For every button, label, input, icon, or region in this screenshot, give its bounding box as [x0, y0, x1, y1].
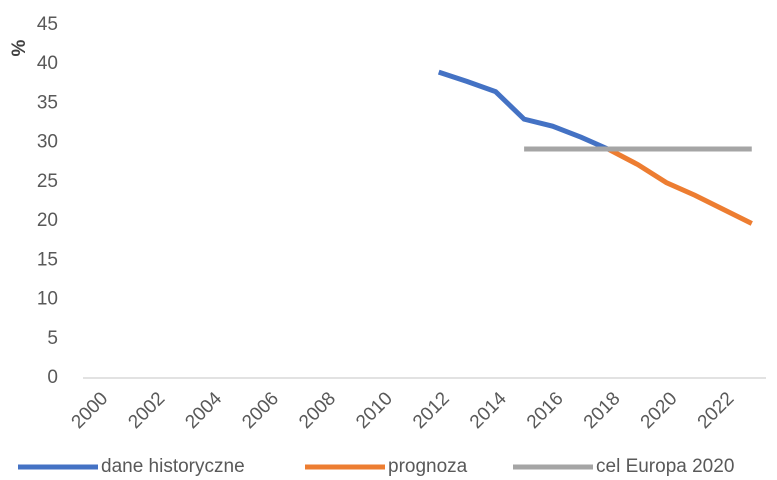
x-tick-label: 2010 [352, 388, 397, 433]
legend-label: cel Europa 2020 [596, 456, 734, 477]
x-tick-label: 2006 [238, 388, 283, 433]
y-tick-label: 0 [47, 367, 58, 388]
x-tick-label: 2000 [68, 388, 113, 433]
legend-label: dane historyczne [101, 456, 245, 477]
y-tick-label: 5 [47, 328, 58, 349]
x-tick-label: 2012 [409, 388, 454, 433]
x-tick-label: 2008 [295, 388, 340, 433]
x-tick-label: 2014 [466, 388, 511, 433]
x-tick-label: 2018 [580, 388, 625, 433]
y-tick-label: 25 [37, 171, 58, 192]
x-tick-label: 2002 [124, 388, 169, 433]
y-tick-label: 35 [37, 92, 58, 113]
y-tick-label: 20 [37, 210, 58, 231]
y-tick-label: 15 [37, 249, 58, 270]
legend-label: prognoza [388, 456, 468, 477]
x-tick-label: 2022 [694, 388, 739, 433]
line [437, 69, 611, 153]
line [608, 147, 753, 226]
y-tick-label: 40 [37, 53, 58, 74]
x-tick-label: 2016 [523, 388, 568, 433]
y-axis-label: % [9, 39, 30, 56]
x-tick-label: 2004 [181, 388, 226, 433]
y-tick-label: 45 [37, 14, 58, 35]
y-tick-label: 30 [37, 132, 58, 153]
x-tick-label: 2020 [637, 388, 682, 433]
y-tick-label: 10 [37, 289, 58, 310]
